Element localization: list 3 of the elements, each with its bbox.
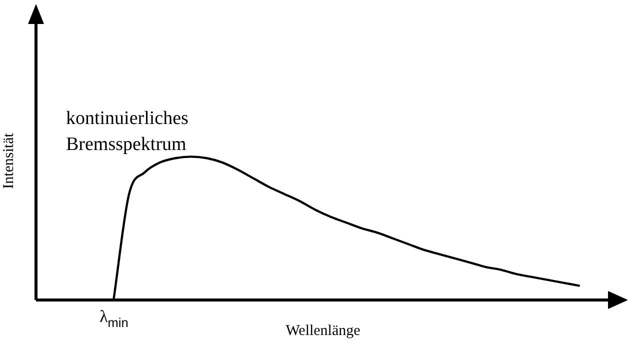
y-axis-title: Intensität: [0, 132, 17, 189]
text: kontinuierliches Bremsspektrum: [66, 108, 188, 155]
x-axis-title: Wellenlänge: [286, 322, 361, 339]
